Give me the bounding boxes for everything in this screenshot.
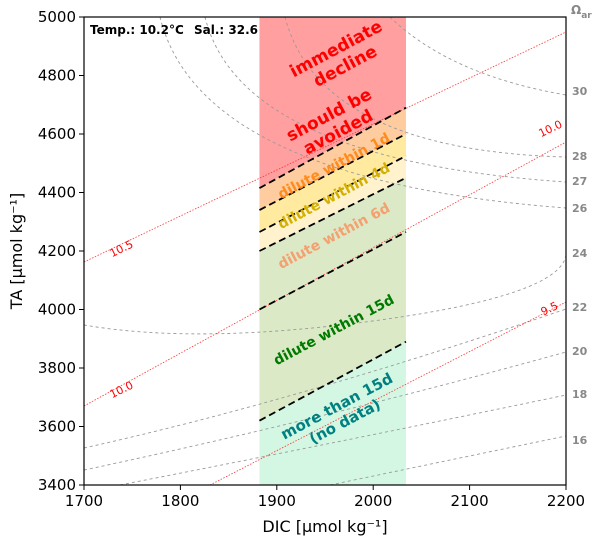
x-tick-label: 1800 (161, 492, 199, 510)
info-sal: Sal.: 32.6 (194, 23, 258, 37)
omega-symbol: Ω (571, 3, 581, 17)
omega-level-label: 27 (572, 175, 587, 188)
x-tick-label: 2000 (354, 492, 392, 510)
y-tick-label: 4600 (38, 125, 76, 143)
omega-level-label: 22 (572, 301, 587, 314)
zone-boundary-line (259, 177, 407, 252)
x-tick-label: 2200 (547, 492, 585, 510)
zone-boundary-line (259, 231, 407, 311)
omega-contour-line (284, 17, 566, 158)
x-tick-label: 1700 (65, 492, 103, 510)
zone-bands (259, 17, 406, 485)
omega-contour-line (389, 17, 566, 96)
omega-contour-line (84, 351, 566, 471)
y-tick-label: 3800 (38, 359, 76, 377)
zone-boundary-line (259, 340, 407, 422)
omega-contour-line (84, 308, 566, 449)
y-tick-label: 4200 (38, 242, 76, 260)
zone-band-1d (259, 107, 406, 211)
omega-level-label: 16 (572, 434, 588, 447)
omega-contour-line (84, 254, 566, 335)
zone-boundaries (259, 106, 407, 422)
omega-level-label: 20 (572, 345, 588, 358)
zone-band-nodata (259, 341, 406, 485)
y-tick-label: 4800 (38, 67, 76, 85)
x-tick-label: 1900 (258, 492, 296, 510)
omega-level-label: 24 (572, 247, 588, 260)
zone-boundary-line (259, 106, 407, 189)
y-axis-title: TA [µmol kg⁻¹] (7, 193, 26, 310)
omega-level-label: 30 (572, 85, 588, 98)
axis-ticks: 1700 1800 1900 2000 2100 2200 3400 3600 3800 4000… (38, 8, 585, 510)
omega-title: Ωar (571, 3, 592, 21)
y-tick-label: 5000 (38, 8, 76, 26)
omega-subscript: ar (581, 11, 592, 21)
omega-level-label: 28 (572, 150, 587, 163)
zone-band-15d (259, 177, 406, 421)
zone-band-4d (259, 134, 406, 232)
x-axis-title: DIC [µmol kg⁻¹] (262, 517, 387, 536)
omega-contour-line (329, 435, 566, 485)
zone-band-decline (259, 17, 406, 189)
info-temp: Temp.: 10.2°C (90, 23, 184, 37)
ph-contour-line (209, 301, 566, 485)
y-tick-label: 4000 (38, 301, 76, 319)
ph-contour-line (84, 31, 566, 263)
omega-level-label: 18 (572, 388, 587, 401)
y-tick-label: 3400 (38, 476, 76, 494)
zone-band-6d (259, 155, 406, 251)
y-tick-label: 4400 (38, 184, 76, 202)
omega-contour-line (204, 17, 566, 183)
omega-contour-line (119, 394, 566, 485)
ph-contours (84, 31, 566, 485)
omega-contours (84, 17, 566, 485)
omega-level-label: 26 (572, 202, 588, 215)
zone-boundary-line (259, 155, 407, 233)
y-tick-label: 3600 (38, 418, 76, 436)
x-tick-label: 2100 (451, 492, 489, 510)
zone-boundary-line (259, 133, 407, 211)
plot-area (84, 17, 566, 485)
